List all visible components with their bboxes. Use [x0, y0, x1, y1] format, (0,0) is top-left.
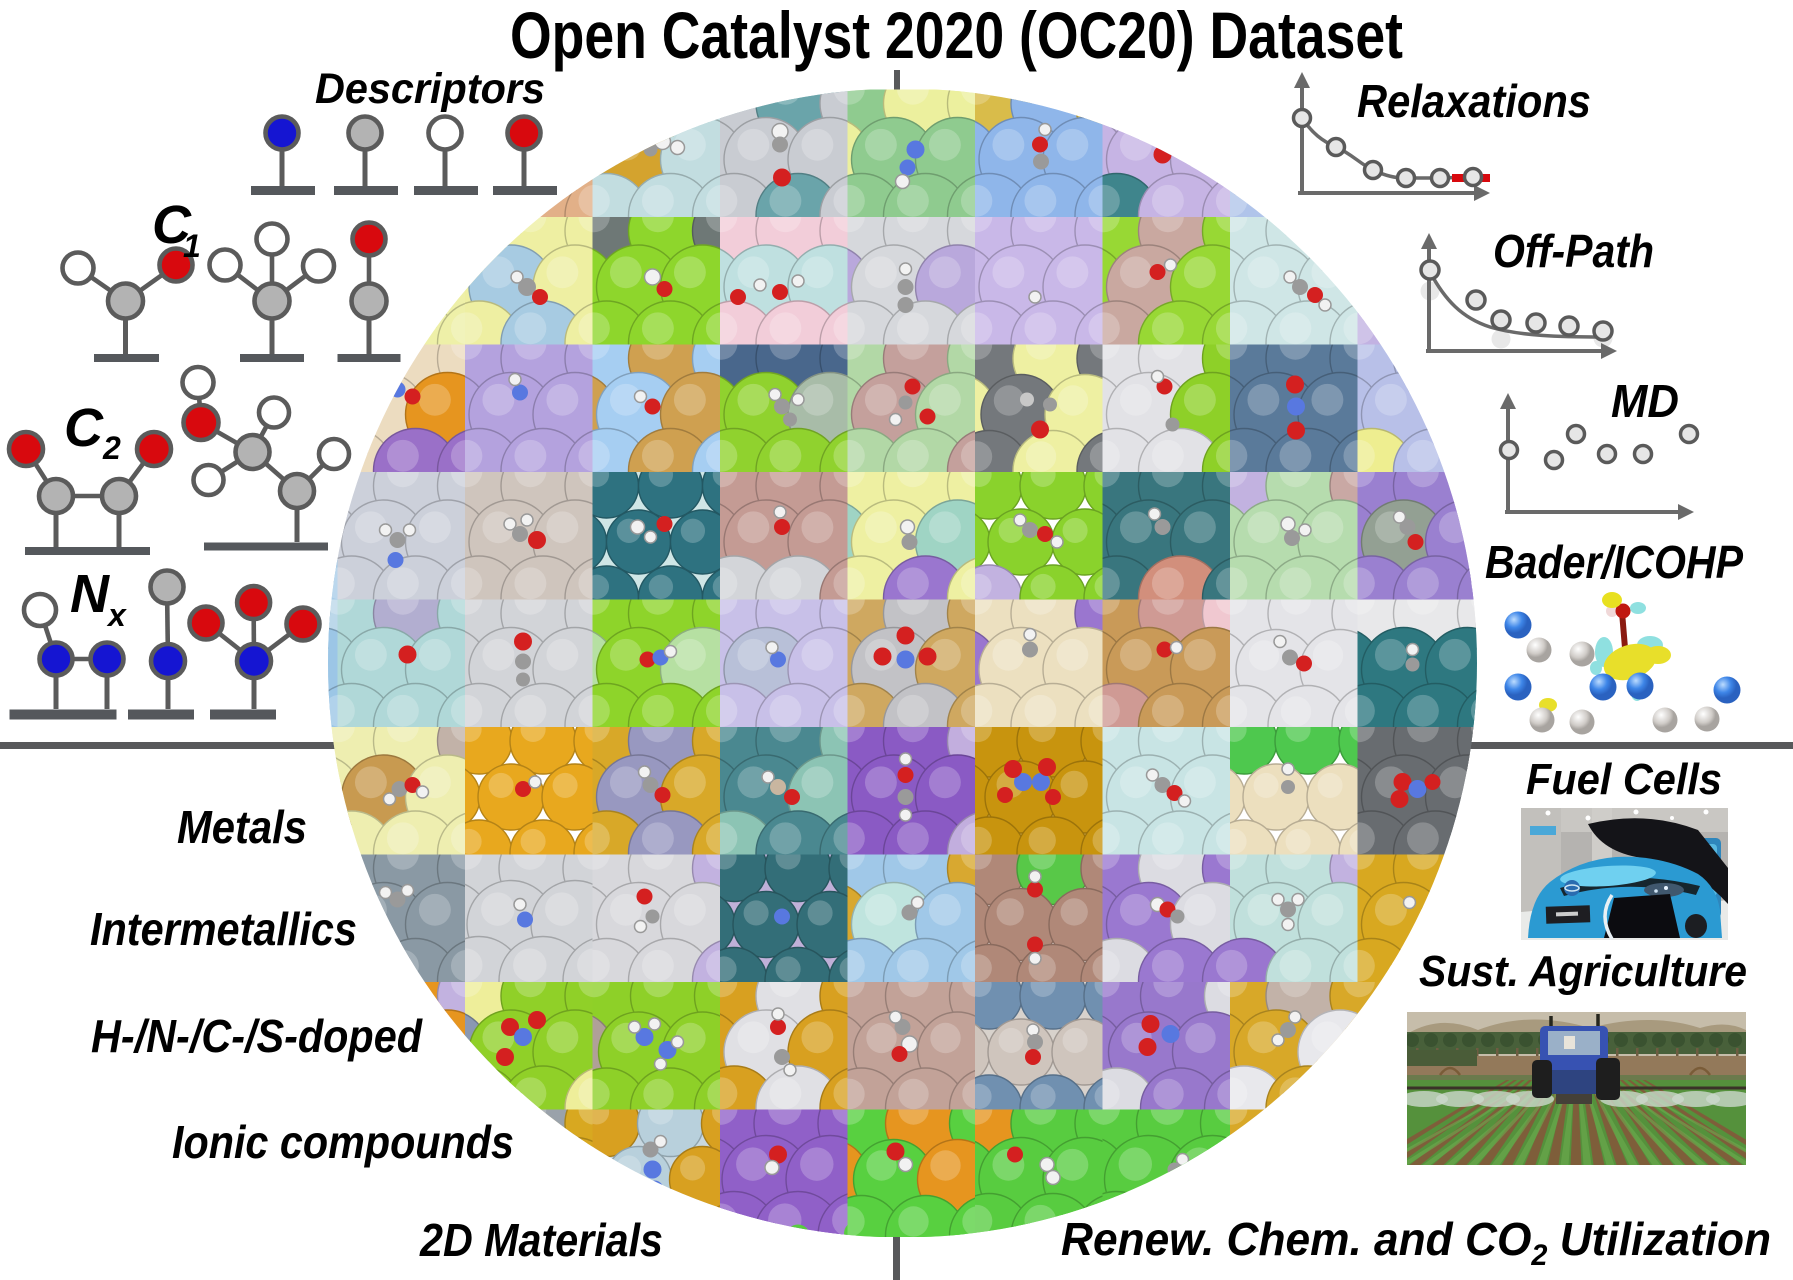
svg-text:Renew. Chem. and CO2 Utilizati: Renew. Chem. and CO2 Utilization: [1061, 1213, 1771, 1272]
svg-text:Bader/ICOHP: Bader/ICOHP: [1485, 536, 1743, 588]
svg-text:N: N: [70, 564, 110, 624]
svg-text:Relaxations: Relaxations: [1357, 75, 1591, 127]
svg-text:C: C: [152, 195, 192, 255]
svg-text:2D Materials: 2D Materials: [419, 1214, 663, 1266]
svg-text:Ionic compounds: Ionic compounds: [172, 1116, 514, 1168]
svg-text:C: C: [64, 398, 104, 458]
svg-text:1: 1: [183, 228, 201, 264]
svg-text:Fuel Cells: Fuel Cells: [1526, 755, 1722, 804]
svg-text:2: 2: [102, 430, 121, 466]
svg-text:Descriptors: Descriptors: [315, 65, 545, 113]
svg-text:Sust. Agriculture: Sust. Agriculture: [1419, 947, 1747, 996]
svg-text:Off-Path: Off-Path: [1493, 225, 1654, 277]
svg-text:x: x: [106, 597, 127, 633]
svg-text:Intermetallics: Intermetallics: [90, 903, 357, 955]
svg-text:Open Catalyst 2020 (OC20) Data: Open Catalyst 2020 (OC20) Dataset: [510, 0, 1403, 72]
svg-text:MD: MD: [1611, 375, 1679, 427]
svg-text:H-/N-/C-/S-doped: H-/N-/C-/S-doped: [91, 1010, 423, 1062]
svg-text:Metals: Metals: [177, 801, 307, 853]
